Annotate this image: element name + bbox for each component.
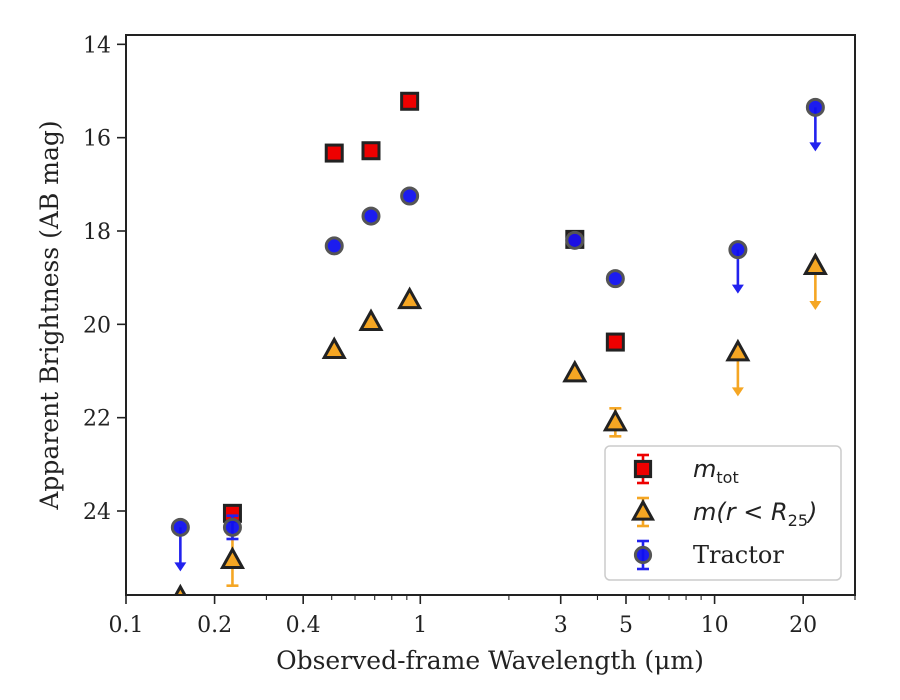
legend-box bbox=[604, 445, 842, 581]
square-point-1 bbox=[324, 143, 344, 163]
y-tick-label-0: 14 bbox=[83, 33, 111, 58]
triangle-point-7 bbox=[725, 338, 751, 362]
x-tick-label-7: 20 bbox=[789, 613, 817, 638]
legend-entry-2: Tractor bbox=[633, 539, 784, 571]
triangle-point-8 bbox=[802, 252, 828, 275]
x-tick-label-3: 1 bbox=[413, 613, 427, 638]
legend-marker-2 bbox=[633, 545, 653, 565]
triangle-point-8-limit-arrow-head bbox=[809, 301, 822, 310]
x-tick-label-6: 10 bbox=[701, 613, 729, 638]
x-tick-label-5: 5 bbox=[619, 613, 633, 638]
y-tick-label-2: 18 bbox=[83, 220, 111, 245]
legend-marker-0 bbox=[633, 459, 653, 479]
axes: 0.1 0.2 0.4 1 3 5 10 20 14 16 18 20 22 24 bbox=[83, 33, 856, 638]
circle-point-2 bbox=[324, 236, 344, 256]
legend-entry-1: m(r < R25) bbox=[630, 496, 817, 530]
legend-label-main-1: m(r < R bbox=[693, 498, 788, 526]
triangle-point-5 bbox=[562, 359, 588, 383]
legend: mtot m(r < R25) Tractor bbox=[604, 445, 842, 581]
triangle-point-2 bbox=[321, 336, 347, 359]
circle-point-0 bbox=[170, 517, 190, 537]
triangle-point-3 bbox=[358, 308, 384, 331]
square-point-2 bbox=[361, 141, 381, 161]
circle-point-5 bbox=[565, 230, 585, 250]
circle-point-7-limit-arrow-head bbox=[731, 284, 744, 294]
x-tick-label-2: 0.4 bbox=[286, 613, 321, 638]
x-tick-label-0: 0.1 bbox=[109, 613, 144, 638]
triangle-point-6 bbox=[602, 408, 628, 432]
circle-point-7 bbox=[728, 240, 748, 260]
legend-label-0: mtot bbox=[693, 455, 739, 487]
legend-label-1: m(r < R25) bbox=[693, 498, 817, 530]
circle-point-3 bbox=[361, 206, 381, 226]
square-point-3 bbox=[400, 91, 420, 111]
legend-entry-0: mtot bbox=[633, 453, 739, 487]
circle-point-8-limit-arrow-head bbox=[809, 142, 822, 152]
circle-point-1 bbox=[222, 517, 242, 537]
triangle-point-4 bbox=[397, 286, 423, 310]
x-axis-label: Observed-frame Wavelength (μm) bbox=[276, 646, 704, 675]
plot-frame bbox=[125, 34, 856, 596]
y-tick-label-3: 20 bbox=[83, 313, 111, 338]
x-tick-label-1: 0.2 bbox=[197, 613, 232, 638]
circle-point-4 bbox=[400, 186, 420, 206]
plot-marks bbox=[170, 91, 828, 595]
y-tick-label-4: 22 bbox=[83, 407, 111, 432]
legend-marker-1 bbox=[630, 498, 656, 521]
legend-label-suffix-1: ) bbox=[806, 498, 817, 526]
circle-point-6 bbox=[605, 269, 625, 289]
y-axis-label: Apparent Brightness (AB mag) bbox=[35, 120, 64, 510]
square-point-5 bbox=[605, 332, 625, 352]
legend-label-2: Tractor bbox=[693, 541, 784, 569]
triangle-point-1 bbox=[219, 546, 246, 569]
legend-label-sub-0: tot bbox=[716, 468, 738, 487]
x-tick-label-4: 3 bbox=[554, 613, 568, 638]
legend-label-main-0: m bbox=[693, 455, 716, 483]
legend-label-sub-1: 25 bbox=[788, 511, 808, 530]
circle-point-0-limit-arrow-head bbox=[174, 562, 187, 572]
circle-point-8 bbox=[805, 97, 825, 117]
triangle-point-0 bbox=[174, 583, 187, 595]
y-tick-label-1: 16 bbox=[83, 127, 111, 152]
triangle-point-7-limit-arrow-head bbox=[731, 387, 744, 397]
y-tick-label-5: 24 bbox=[83, 500, 111, 525]
